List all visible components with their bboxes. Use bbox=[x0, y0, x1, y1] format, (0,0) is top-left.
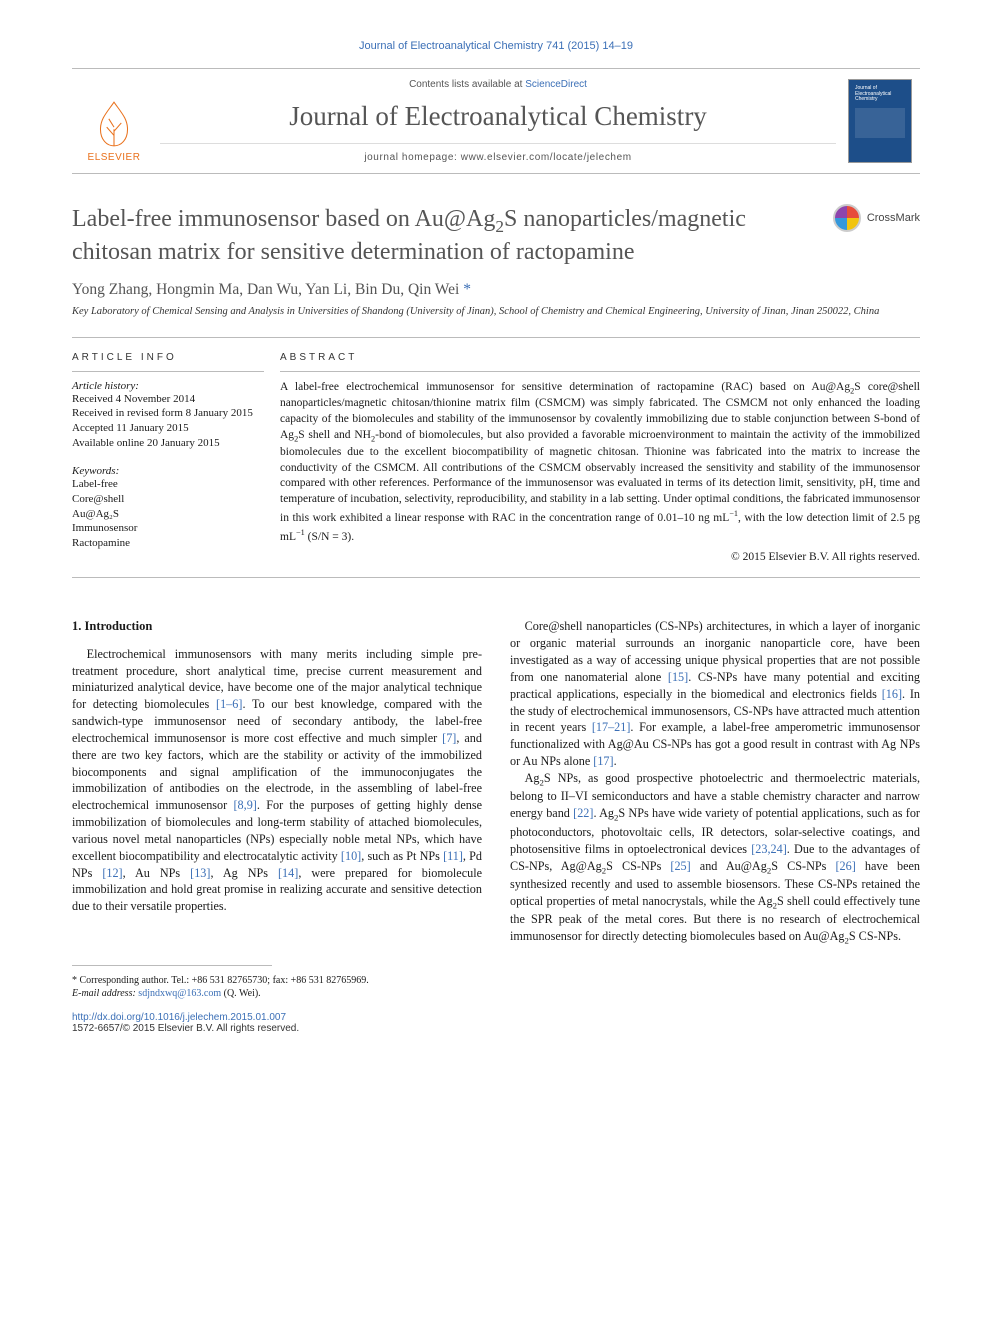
title-row: Label-free immunosensor based on Au@Ag2S… bbox=[72, 204, 920, 267]
sciencedirect-link[interactable]: ScienceDirect bbox=[525, 79, 587, 90]
elsevier-tree-icon bbox=[88, 98, 140, 150]
authors-text: Yong Zhang, Hongmin Ma, Dan Wu, Yan Li, … bbox=[72, 281, 463, 298]
email-tail: (Q. Wei). bbox=[221, 988, 261, 999]
section-heading-intro: 1. Introduction bbox=[72, 618, 482, 635]
publisher-name: ELSEVIER bbox=[88, 152, 141, 163]
keyword: Ractopamine bbox=[72, 536, 264, 551]
cover-thumbnail-wrap: Journal of Electroanalytical Chemistry bbox=[840, 69, 920, 173]
body-paragraph: Ag2S NPs, as good prospective photoelect… bbox=[510, 770, 920, 947]
contents-prefix: Contents lists available at bbox=[409, 79, 525, 90]
article-info-heading: ARTICLE INFO bbox=[72, 352, 264, 372]
keywords-list: Label-free Core@shell Au@Ag₂S Immunosens… bbox=[72, 477, 264, 551]
info-abstract-block: ARTICLE INFO Article history: Received 4… bbox=[72, 337, 920, 579]
history-entry: Available online 20 January 2015 bbox=[72, 436, 264, 451]
article-info: ARTICLE INFO Article history: Received 4… bbox=[72, 338, 280, 578]
abstract-heading: ABSTRACT bbox=[280, 352, 920, 372]
affiliation: Key Laboratory of Chemical Sensing and A… bbox=[72, 305, 920, 318]
article-body: 1. Introduction Electrochemical immunose… bbox=[72, 618, 920, 946]
keyword: Au@Ag₂S bbox=[72, 507, 264, 522]
email-address[interactable]: sdjndxwq@163.com bbox=[138, 988, 221, 999]
publisher-logo: ELSEVIER bbox=[72, 69, 156, 173]
email-label: E-mail address: bbox=[72, 988, 136, 999]
abstract-copyright: © 2015 Elsevier B.V. All rights reserved… bbox=[280, 551, 920, 563]
journal-homepage: journal homepage: www.elsevier.com/locat… bbox=[160, 143, 836, 163]
keyword: Core@shell bbox=[72, 492, 264, 507]
keyword: Immunosensor bbox=[72, 521, 264, 536]
running-header: Journal of Electroanalytical Chemistry 7… bbox=[72, 40, 920, 52]
cover-title: Journal of Electroanalytical Chemistry bbox=[855, 86, 905, 103]
journal-cover-thumbnail: Journal of Electroanalytical Chemistry bbox=[848, 79, 912, 163]
keyword: Label-free bbox=[72, 477, 264, 492]
corresponding-star: * bbox=[463, 281, 471, 298]
masthead: ELSEVIER Contents lists available at Sci… bbox=[72, 68, 920, 174]
keywords-label: Keywords: bbox=[72, 465, 264, 477]
doi-link[interactable]: http://dx.doi.org/10.1016/j.jelechem.201… bbox=[72, 1012, 920, 1023]
history-entry: Received 4 November 2014 bbox=[72, 392, 264, 407]
journal-name: Journal of Electroanalytical Chemistry bbox=[160, 101, 836, 132]
history-entry: Accepted 11 January 2015 bbox=[72, 421, 264, 436]
corr-email-line: E-mail address: sdjndxwq@163.com (Q. Wei… bbox=[72, 987, 920, 1000]
masthead-center: Contents lists available at ScienceDirec… bbox=[156, 69, 840, 173]
issn-copyright: 1572-6657/© 2015 Elsevier B.V. All right… bbox=[72, 1023, 920, 1034]
body-paragraph: Core@shell nanoparticles (CS-NPs) archit… bbox=[510, 618, 920, 769]
corr-author-line: * Corresponding author. Tel.: +86 531 82… bbox=[72, 974, 920, 987]
history-entry: Received in revised form 8 January 2015 bbox=[72, 406, 264, 421]
abstract-block: ABSTRACT A label-free electrochemical im… bbox=[280, 338, 920, 578]
article-title: Label-free immunosensor based on Au@Ag2S… bbox=[72, 204, 833, 267]
author-list: Yong Zhang, Hongmin Ma, Dan Wu, Yan Li, … bbox=[72, 281, 920, 299]
history-lines: Received 4 November 2014 Received in rev… bbox=[72, 392, 264, 451]
crossmark-label: CrossMark bbox=[867, 212, 920, 224]
footnote-rule bbox=[72, 965, 272, 966]
abstract-text: A label-free electrochemical immunosenso… bbox=[280, 380, 920, 546]
corresponding-author-footnote: * Corresponding author. Tel.: +86 531 82… bbox=[72, 974, 920, 1000]
crossmark-widget[interactable]: CrossMark bbox=[833, 204, 920, 232]
history-label: Article history: bbox=[72, 380, 264, 392]
body-paragraph: Electrochemical immunosensors with many … bbox=[72, 646, 482, 915]
contents-available-line: Contents lists available at ScienceDirec… bbox=[160, 79, 836, 90]
crossmark-icon bbox=[833, 204, 861, 232]
